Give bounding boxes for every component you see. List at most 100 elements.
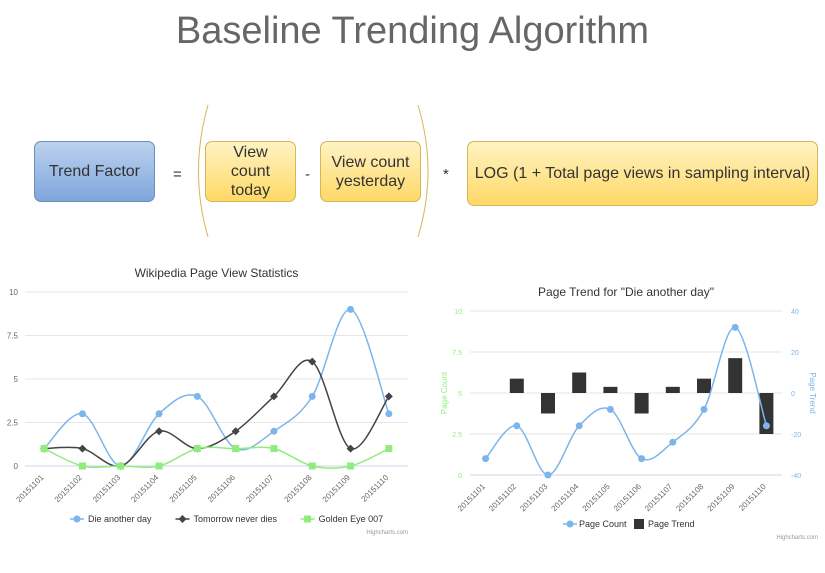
series-line	[43, 446, 390, 469]
x-tick-label: 20151101	[14, 473, 46, 505]
data-point	[385, 410, 393, 418]
data-point	[347, 462, 355, 470]
x-tick-label: 20151102	[53, 473, 85, 505]
right-bracket	[417, 104, 429, 238]
legend-label: Page Count	[579, 519, 627, 529]
left-y-tick-label: 2.5	[452, 432, 462, 439]
legend-label: Tomorrow never dies	[194, 514, 278, 524]
view-count-today-box: View count today	[205, 141, 296, 202]
data-point	[346, 444, 355, 453]
credits-label: Highcharts.com	[776, 535, 818, 541]
data-point	[193, 445, 201, 453]
data-point	[308, 392, 316, 400]
x-tick-label: 20151110	[360, 473, 391, 504]
x-tick-label: 20151104	[550, 482, 582, 514]
data-point	[78, 410, 86, 418]
left-bracket	[198, 104, 209, 238]
x-tick-label: 20151107	[244, 473, 276, 505]
x-tick-label: 20151103	[91, 473, 123, 505]
x-tick-label: 20151106	[206, 473, 238, 505]
series-line	[44, 359, 390, 467]
x-tick-label: 20151107	[643, 482, 675, 514]
x-tick-label: 20151109	[706, 482, 738, 514]
equals-sign: =	[173, 166, 182, 183]
legend-marker	[178, 515, 187, 523]
data-point	[155, 462, 163, 470]
x-tick-label: 20151109	[321, 473, 353, 505]
x-tick-label: 20151101	[456, 482, 488, 514]
trend-bar	[759, 393, 774, 434]
left-y-tick-label: 5	[458, 391, 462, 398]
data-point	[482, 455, 490, 463]
trend-bar	[697, 378, 711, 393]
legend-label: Die another day	[88, 514, 152, 524]
data-point	[700, 405, 708, 413]
data-point	[575, 422, 583, 430]
data-point	[669, 438, 677, 446]
trend-bar	[728, 358, 743, 393]
x-tick-label: 20151104	[129, 473, 161, 505]
data-point	[385, 445, 393, 453]
x-tick-label: 20151108	[283, 473, 315, 505]
page-view-statistics-chart: Wikipedia Page View Statistics 0 2.5 5 7.5 10…	[7, 266, 408, 536]
left-y-tick-label: 10	[454, 309, 462, 316]
multiply-sign: *	[443, 166, 449, 183]
chart-title: Page Trend for "Die another day"	[538, 285, 714, 299]
trend-bar	[509, 378, 524, 393]
data-point	[270, 427, 278, 435]
trend-bar	[541, 393, 555, 414]
x-tick-label: 20151108	[674, 482, 706, 514]
data-point	[232, 445, 240, 453]
view-count-yesterday-box: View count yesterday	[320, 141, 421, 202]
data-point	[155, 427, 164, 436]
right-y-tick-label: -40	[791, 473, 801, 480]
legend-marker	[304, 515, 312, 523]
data-point	[347, 305, 355, 313]
legend-label: Golden Eye 007	[319, 514, 384, 524]
series-line	[43, 308, 390, 467]
x-tick-label: 20151105	[168, 473, 200, 505]
credits-label: Highcharts.com	[366, 530, 408, 536]
data-point	[384, 392, 393, 401]
right-y-tick-label: -20	[791, 432, 801, 439]
data-point	[308, 357, 317, 366]
trend-bar	[603, 386, 618, 393]
trend-bar	[634, 393, 649, 414]
right-y-tick-label: 40	[791, 309, 799, 316]
trend-bar	[665, 386, 680, 393]
data-point	[155, 410, 163, 418]
chart-title: Wikipedia Page View Statistics	[135, 266, 299, 280]
data-point	[762, 422, 770, 430]
page-title: Baseline Trending Algorithm	[175, 10, 650, 52]
legend-marker	[566, 520, 574, 528]
data-point	[231, 427, 240, 436]
x-tick-label: 20151105	[581, 482, 613, 514]
page-count-line	[485, 326, 768, 476]
minus-sign: -	[305, 166, 310, 183]
page-trend-chart: Page Trend for "Die another day" 0 2.5 5 7.5…	[440, 285, 818, 541]
data-point	[78, 444, 87, 453]
y-tick-label: 7.5	[7, 332, 19, 341]
data-point	[269, 392, 278, 401]
right-y-tick-label: 20	[791, 350, 799, 357]
trend-factor-box: Trend Factor	[34, 141, 155, 202]
y-tick-label: 0	[14, 462, 19, 471]
legend-marker	[634, 519, 644, 529]
data-point	[270, 445, 278, 453]
left-y-tick-label: 7.5	[452, 350, 462, 357]
data-point	[78, 462, 86, 470]
data-point	[731, 323, 739, 331]
legend-marker	[73, 515, 81, 523]
data-point	[606, 405, 614, 413]
left-y-tick-label: 0	[458, 473, 462, 480]
y-tick-label: 10	[9, 288, 18, 297]
right-y-tick-label: 0	[791, 391, 795, 398]
y-tick-label: 5	[14, 375, 19, 384]
x-tick-label: 20151106	[612, 482, 644, 514]
x-tick-label: 20151110	[737, 482, 768, 513]
x-tick-label: 20151102	[487, 482, 519, 514]
left-y-axis-title: Page Count	[440, 371, 449, 414]
data-point	[544, 471, 552, 479]
x-tick-label: 20151103	[518, 482, 550, 514]
y-tick-label: 2.5	[7, 419, 19, 428]
